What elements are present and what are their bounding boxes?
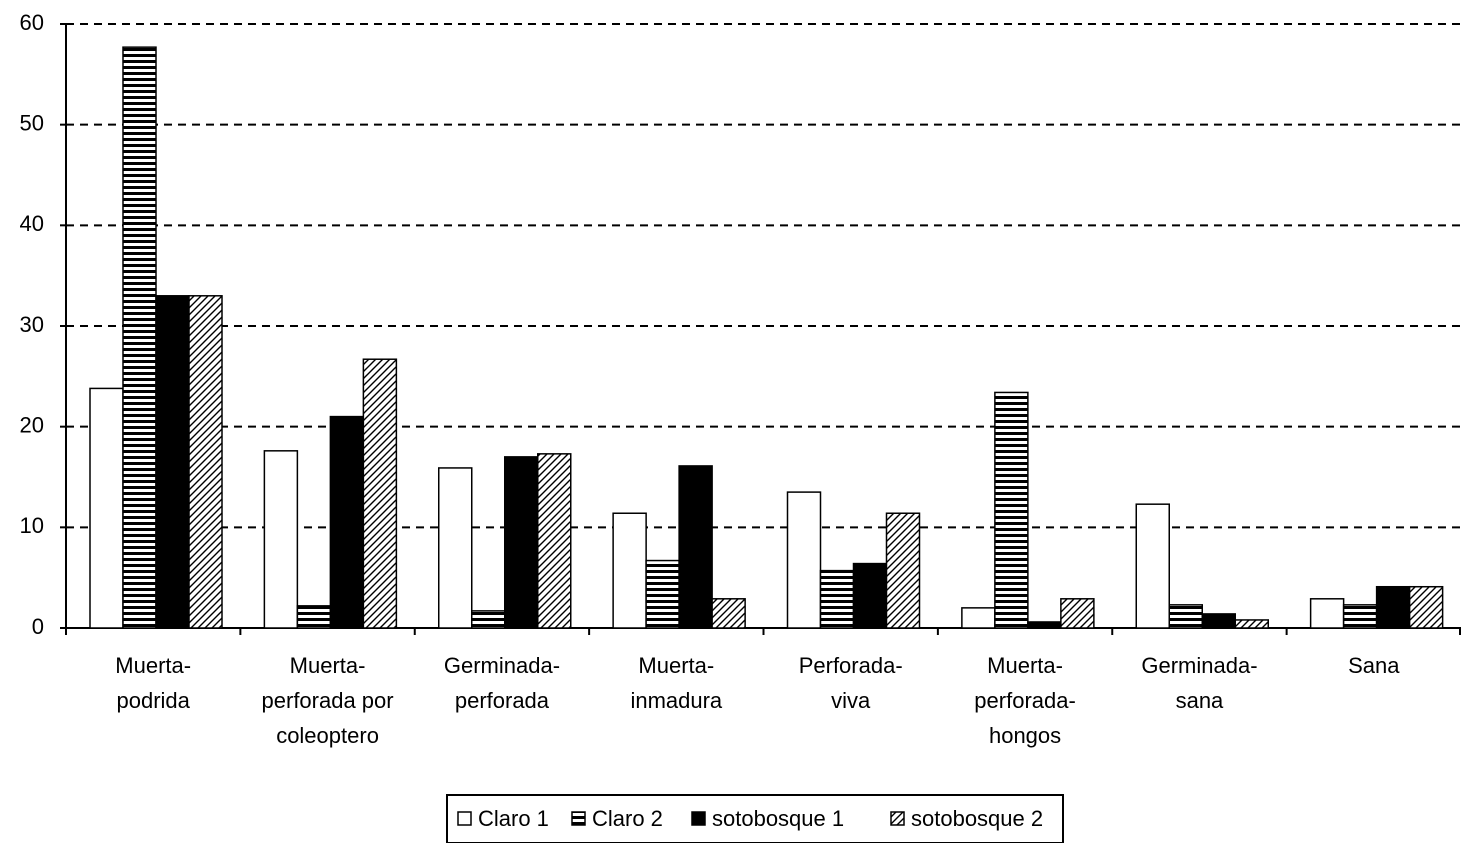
bar — [961, 607, 996, 629]
bar — [786, 491, 822, 629]
bar — [1234, 619, 1269, 629]
y-tick-label: 20 — [20, 412, 44, 437]
bar — [155, 295, 190, 629]
bar — [1408, 585, 1444, 629]
y-tick-label: 0 — [32, 614, 44, 639]
bar — [504, 456, 539, 629]
bar — [852, 562, 888, 629]
legend-swatch — [571, 811, 586, 826]
bar — [819, 569, 855, 629]
x-tick-label: Muerta- perforada- hongos — [974, 653, 1076, 748]
bar — [885, 512, 921, 629]
x-tick-label: Sana — [1348, 653, 1400, 678]
bar — [1342, 604, 1378, 629]
bar — [296, 605, 332, 629]
y-tick-label: 60 — [20, 10, 44, 35]
bar — [329, 415, 365, 629]
legend-swatch — [890, 811, 905, 826]
bar — [1027, 621, 1062, 629]
bar — [612, 512, 647, 629]
bar — [122, 46, 157, 629]
legend-box — [446, 794, 1064, 843]
bar — [362, 358, 398, 629]
bar — [1135, 503, 1170, 629]
bar — [711, 598, 746, 629]
bar — [1060, 598, 1095, 629]
bar — [188, 295, 223, 629]
y-tick-label: 40 — [20, 211, 44, 236]
bar — [1168, 604, 1203, 629]
bar — [645, 559, 680, 629]
bar — [1201, 613, 1236, 629]
legend-swatch — [691, 811, 706, 826]
bar — [89, 387, 124, 629]
bar — [994, 391, 1029, 629]
bar — [471, 610, 506, 629]
x-tick-label: Muerta- podrida — [115, 653, 192, 713]
legend-label: Claro 1 — [478, 806, 549, 831]
legend-swatch — [457, 811, 472, 826]
x-tick-label: Muerta- perforada por coleoptero — [261, 653, 394, 748]
x-tick-label: Perforada- viva — [798, 653, 903, 713]
legend-label: sotobosque 2 — [911, 806, 1043, 831]
bar — [263, 450, 299, 629]
y-tick-label: 50 — [20, 110, 44, 135]
bar — [438, 467, 473, 629]
bar — [1309, 598, 1345, 629]
legend-label: Claro 2 — [592, 806, 663, 831]
bar — [678, 465, 713, 629]
bar — [537, 453, 572, 629]
x-tick-label: Muerta- inmadura — [630, 653, 723, 713]
x-tick-label: Germinada- sana — [1141, 653, 1258, 713]
y-tick-label: 10 — [20, 513, 44, 538]
bar — [1375, 585, 1411, 629]
y-tick-label: 30 — [20, 312, 44, 337]
legend-label: sotobosque 1 — [712, 806, 844, 831]
x-tick-label: Germinada- perforada — [443, 653, 561, 713]
